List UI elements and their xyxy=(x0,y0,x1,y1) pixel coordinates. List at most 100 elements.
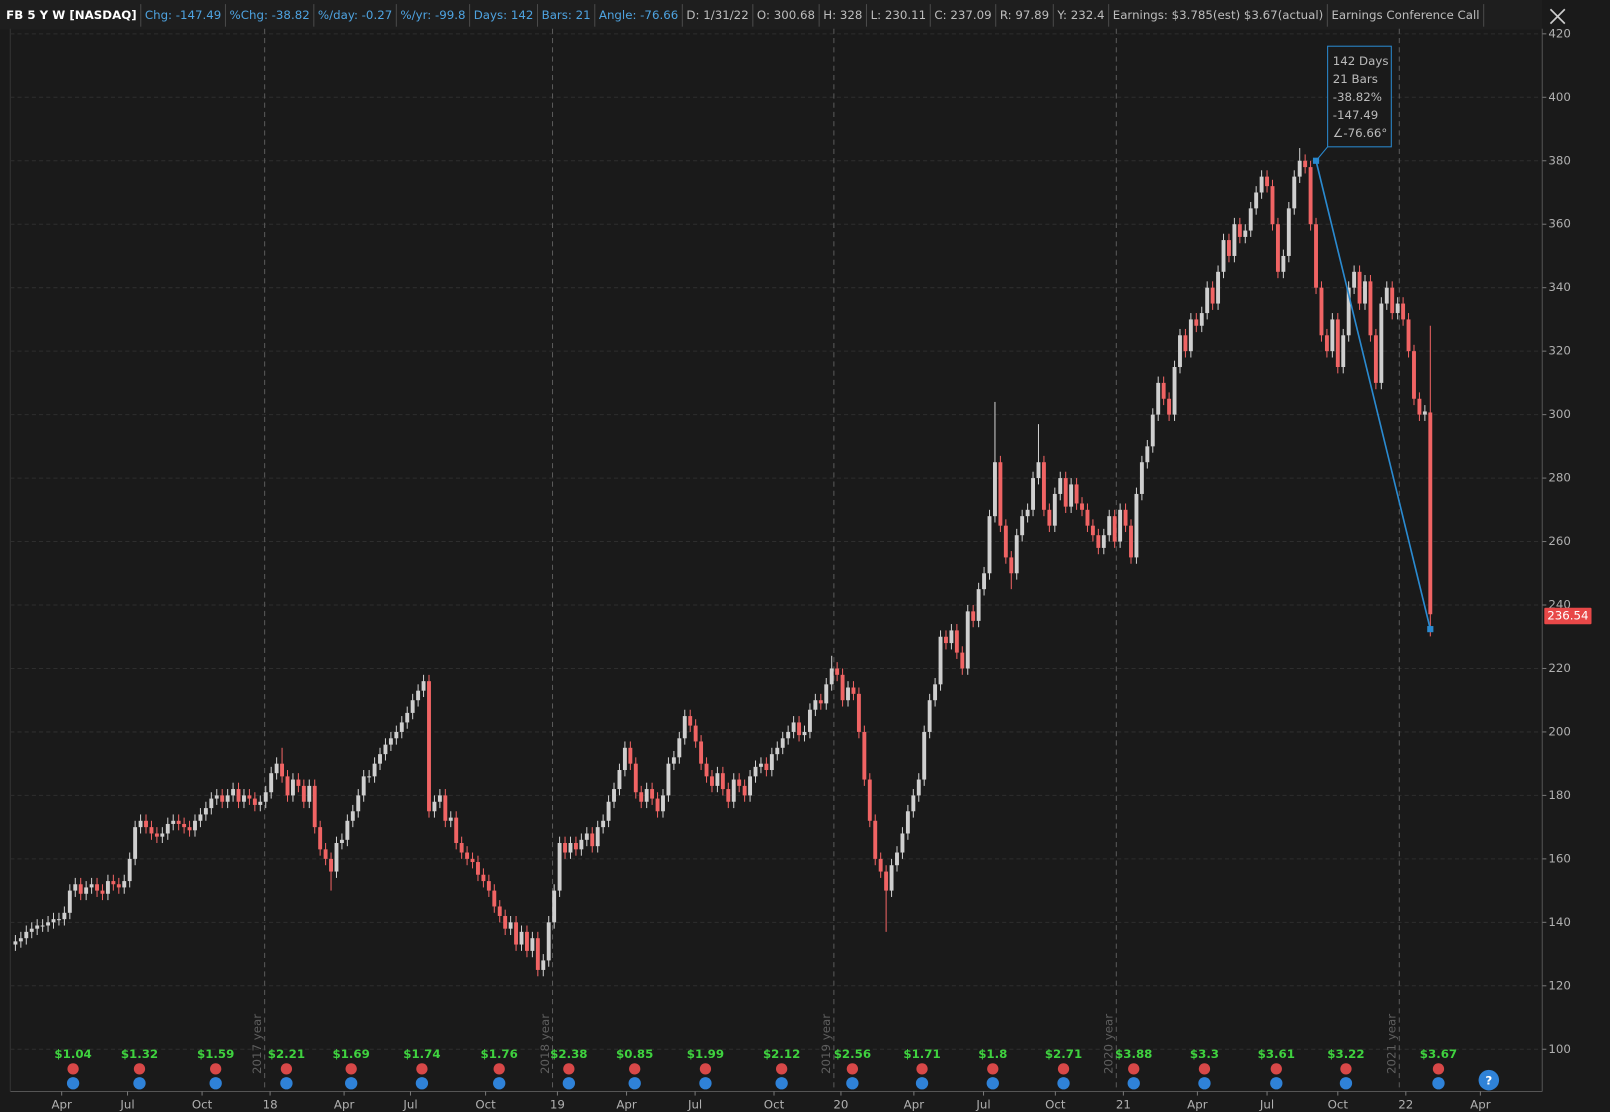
candle-body xyxy=(1096,535,1101,548)
earnings-call-icon[interactable] xyxy=(846,1063,859,1075)
candle-body xyxy=(535,938,540,970)
earnings-call-icon[interactable] xyxy=(629,1063,641,1075)
earnings-info-icon[interactable] xyxy=(1339,1077,1353,1090)
earnings-info-icon[interactable] xyxy=(280,1077,293,1090)
candle-body xyxy=(78,884,83,894)
candle-body xyxy=(1221,240,1226,272)
candle-body xyxy=(541,960,546,970)
trendline-handle xyxy=(1427,626,1434,633)
candle-body xyxy=(410,700,415,713)
candle-body xyxy=(225,795,230,802)
candle-body xyxy=(367,776,372,778)
candle-body xyxy=(780,738,785,748)
earnings-call-icon[interactable] xyxy=(987,1063,999,1075)
candle-body xyxy=(1216,271,1221,304)
x-tick-label: Apr xyxy=(51,1097,72,1111)
earnings-call-icon[interactable] xyxy=(416,1063,428,1075)
earnings-label: $3.88 xyxy=(1115,1047,1152,1061)
candle-body xyxy=(116,884,121,888)
candle-body xyxy=(693,725,698,742)
earnings-info-icon[interactable] xyxy=(915,1077,929,1090)
candle-body xyxy=(24,931,29,939)
earnings-call-icon[interactable] xyxy=(493,1063,505,1075)
earnings-call-icon[interactable] xyxy=(563,1063,575,1075)
help-button-label[interactable]: ? xyxy=(1485,1074,1492,1088)
earnings-label: $1.74 xyxy=(403,1047,440,1061)
candle-body xyxy=(1401,303,1406,320)
settings-icon-glyph[interactable] xyxy=(1549,8,1566,25)
earnings-info-icon[interactable] xyxy=(1198,1077,1211,1090)
earnings-info-icon[interactable] xyxy=(415,1077,429,1090)
candle-body xyxy=(1188,319,1193,352)
candle-body xyxy=(459,843,464,853)
candle-body xyxy=(650,789,655,799)
earnings-info-icon[interactable] xyxy=(1127,1077,1140,1090)
earnings-info-icon[interactable] xyxy=(699,1077,712,1090)
candle-body xyxy=(1009,557,1014,574)
earnings-info-icon[interactable] xyxy=(1270,1077,1283,1090)
earnings-info-icon[interactable] xyxy=(775,1077,788,1090)
candle-body xyxy=(1373,335,1378,383)
earnings-info-icon[interactable] xyxy=(986,1077,999,1090)
annotation-text: -38.82% xyxy=(1333,90,1382,104)
earnings-call-icon[interactable] xyxy=(1198,1063,1211,1075)
candle-body xyxy=(813,700,818,710)
help-button[interactable] xyxy=(1478,1069,1500,1091)
candle-body xyxy=(67,890,72,913)
earnings-info-icon[interactable] xyxy=(133,1077,146,1090)
header-item: Days: 142 xyxy=(474,8,534,22)
candle-body xyxy=(416,690,421,701)
earnings-call-icon[interactable] xyxy=(916,1063,928,1075)
earnings-info-icon[interactable] xyxy=(846,1077,859,1090)
earnings-call-icon[interactable] xyxy=(1270,1063,1282,1075)
earnings-call-icon[interactable] xyxy=(280,1063,293,1075)
earnings-call-icon[interactable] xyxy=(345,1063,357,1075)
candle-body xyxy=(1335,319,1340,368)
candle-body xyxy=(1139,462,1144,494)
candle-body xyxy=(492,890,497,907)
x-tick-label: Apr xyxy=(1187,1097,1208,1111)
earnings-call-icon[interactable] xyxy=(1128,1063,1140,1075)
earnings-call-icon[interactable] xyxy=(775,1063,788,1075)
earnings-label: $1.8 xyxy=(978,1047,1007,1061)
candle-body xyxy=(1314,224,1318,288)
candle-body xyxy=(960,652,965,669)
earnings-call-icon[interactable] xyxy=(699,1063,712,1075)
earnings-label: $0.85 xyxy=(616,1047,653,1061)
earnings-info-icon[interactable] xyxy=(209,1077,222,1090)
candle-body xyxy=(987,516,992,574)
x-tick-label: Oct xyxy=(475,1097,496,1111)
earnings-call-icon[interactable] xyxy=(1432,1063,1445,1075)
candle-body xyxy=(1194,319,1199,326)
earnings-label: $2.12 xyxy=(763,1047,800,1061)
candle-body xyxy=(361,776,366,796)
candle-body xyxy=(323,849,328,859)
candle-body xyxy=(236,789,241,802)
earnings-info-icon[interactable] xyxy=(562,1077,576,1090)
earnings-call-icon[interactable] xyxy=(1057,1063,1070,1075)
earnings-info-icon[interactable] xyxy=(1432,1077,1445,1090)
earnings-call-icon[interactable] xyxy=(133,1063,146,1075)
earnings-call-icon[interactable] xyxy=(210,1063,222,1075)
candle-body xyxy=(916,779,921,796)
earnings-label: $3.22 xyxy=(1327,1047,1364,1061)
y-tick-label: 400 xyxy=(1548,90,1571,104)
candle-body xyxy=(242,795,246,802)
earnings-info-icon[interactable] xyxy=(1057,1077,1070,1090)
candle-body xyxy=(1020,516,1025,536)
candle-body xyxy=(807,709,812,732)
earnings-info-icon[interactable] xyxy=(628,1077,641,1090)
period-separator-label: 2018 year xyxy=(538,1014,552,1074)
candle-body xyxy=(1161,382,1166,399)
earnings-info-icon[interactable] xyxy=(493,1077,506,1090)
earnings-info-icon[interactable] xyxy=(66,1077,80,1090)
candle-body xyxy=(1428,412,1433,615)
candle-body xyxy=(563,843,567,853)
annotation-box xyxy=(1327,45,1392,148)
earnings-info-icon[interactable] xyxy=(345,1077,358,1090)
candle-body xyxy=(1227,240,1231,256)
earnings-call-icon[interactable] xyxy=(1340,1063,1352,1075)
header-item: %/yr: -99.8 xyxy=(400,8,465,22)
settings-icon[interactable] xyxy=(1549,8,1566,25)
earnings-call-icon[interactable] xyxy=(67,1063,79,1075)
